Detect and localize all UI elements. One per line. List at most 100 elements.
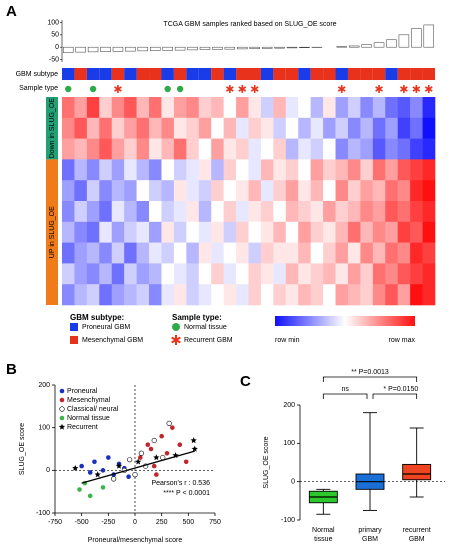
subtype-cell bbox=[161, 68, 173, 80]
heat-cell bbox=[323, 201, 336, 222]
subtype-cell bbox=[373, 68, 385, 80]
heat-cell bbox=[373, 118, 386, 139]
heat-cell bbox=[360, 180, 373, 201]
heat-cell bbox=[249, 97, 262, 118]
heat-cell bbox=[236, 284, 249, 305]
heat-cell bbox=[211, 139, 224, 160]
bar bbox=[275, 47, 285, 48]
x-tick-label: 0 bbox=[133, 519, 137, 526]
heat-cell bbox=[385, 180, 398, 201]
heat-cell bbox=[211, 97, 224, 118]
heat-cell bbox=[74, 243, 87, 264]
heat-cell bbox=[336, 284, 349, 305]
sample-marker bbox=[376, 85, 383, 93]
heat-cell bbox=[99, 118, 112, 139]
bar bbox=[150, 47, 160, 50]
heat-cell bbox=[273, 118, 286, 139]
heat-cell bbox=[336, 118, 349, 139]
point bbox=[178, 442, 183, 447]
bar bbox=[349, 46, 359, 47]
heat-cell bbox=[211, 159, 224, 180]
heat-cell bbox=[74, 118, 87, 139]
heat-cell bbox=[360, 243, 373, 264]
heat-cell bbox=[311, 159, 324, 180]
heat-cell bbox=[186, 118, 199, 139]
point bbox=[95, 471, 101, 477]
heat-cell bbox=[74, 201, 87, 222]
heat-cell bbox=[385, 284, 398, 305]
heat-cell bbox=[311, 97, 324, 118]
heat-cell bbox=[410, 284, 423, 305]
heat-cell bbox=[211, 222, 224, 243]
heat-cell bbox=[161, 243, 174, 264]
heat-cell bbox=[373, 159, 386, 180]
heat-cell bbox=[224, 243, 237, 264]
heat-cell bbox=[99, 222, 112, 243]
point bbox=[126, 474, 131, 479]
y-tick-label: -100 bbox=[281, 517, 295, 524]
heat-cell bbox=[398, 284, 411, 305]
heat-cell bbox=[385, 201, 398, 222]
heat-cell bbox=[99, 159, 112, 180]
legend-label: Normal tissue bbox=[184, 324, 227, 331]
subtype-cell bbox=[199, 68, 211, 80]
heat-cell bbox=[249, 180, 262, 201]
subtype-cell bbox=[323, 68, 335, 80]
heat-cell bbox=[211, 243, 224, 264]
heat-cell bbox=[286, 284, 299, 305]
heat-cell bbox=[336, 139, 349, 160]
heat-cell bbox=[199, 139, 212, 160]
heat-cell bbox=[286, 243, 299, 264]
panel-label: C bbox=[240, 373, 251, 390]
heat-cell bbox=[74, 97, 87, 118]
heat-cell bbox=[224, 180, 237, 201]
sample-marker bbox=[90, 86, 96, 92]
row-group-label: UP in SLUG_OE bbox=[49, 206, 56, 258]
heat-cell bbox=[87, 222, 100, 243]
heat-cell bbox=[423, 139, 436, 160]
heat-cell bbox=[410, 201, 423, 222]
heat-cell bbox=[410, 159, 423, 180]
heat-cell bbox=[298, 180, 311, 201]
legend-label: Normal tissue bbox=[67, 415, 110, 422]
heat-cell bbox=[186, 159, 199, 180]
x-tick-label: -750 bbox=[48, 519, 62, 526]
bar bbox=[76, 47, 86, 52]
heat-cell bbox=[199, 118, 212, 139]
heat-cell bbox=[311, 180, 324, 201]
subtype-cell bbox=[99, 68, 111, 80]
heat-cell bbox=[261, 139, 274, 160]
heat-cell bbox=[186, 243, 199, 264]
heat-cell bbox=[423, 201, 436, 222]
heat-cell bbox=[249, 284, 262, 305]
bar bbox=[287, 47, 297, 48]
heat-cell bbox=[199, 201, 212, 222]
heat-cell bbox=[398, 159, 411, 180]
heat-cell bbox=[112, 284, 125, 305]
heat-cell bbox=[174, 201, 187, 222]
heat-cell bbox=[224, 159, 237, 180]
heat-cell bbox=[186, 222, 199, 243]
point bbox=[170, 425, 175, 430]
bar bbox=[63, 47, 73, 52]
legend-label: Mesenchymal bbox=[67, 397, 111, 404]
subtype-cell bbox=[311, 68, 323, 80]
heat-cell bbox=[249, 201, 262, 222]
heat-cell bbox=[398, 97, 411, 118]
bar bbox=[362, 45, 372, 47]
heat-cell bbox=[199, 159, 212, 180]
heat-cell bbox=[348, 139, 361, 160]
heat-cell bbox=[62, 222, 75, 243]
heat-cell bbox=[62, 118, 75, 139]
heat-cell bbox=[360, 263, 373, 284]
heat-cell bbox=[124, 243, 137, 264]
bar bbox=[88, 47, 98, 52]
heat-cell bbox=[298, 284, 311, 305]
row-group-label: Down in SLUG_OE bbox=[49, 98, 56, 159]
heat-cell bbox=[373, 201, 386, 222]
heat-cell bbox=[236, 201, 249, 222]
subtype-cell bbox=[224, 68, 236, 80]
point bbox=[133, 472, 138, 477]
heat-cell bbox=[186, 201, 199, 222]
track-label: Sample type bbox=[19, 85, 58, 92]
